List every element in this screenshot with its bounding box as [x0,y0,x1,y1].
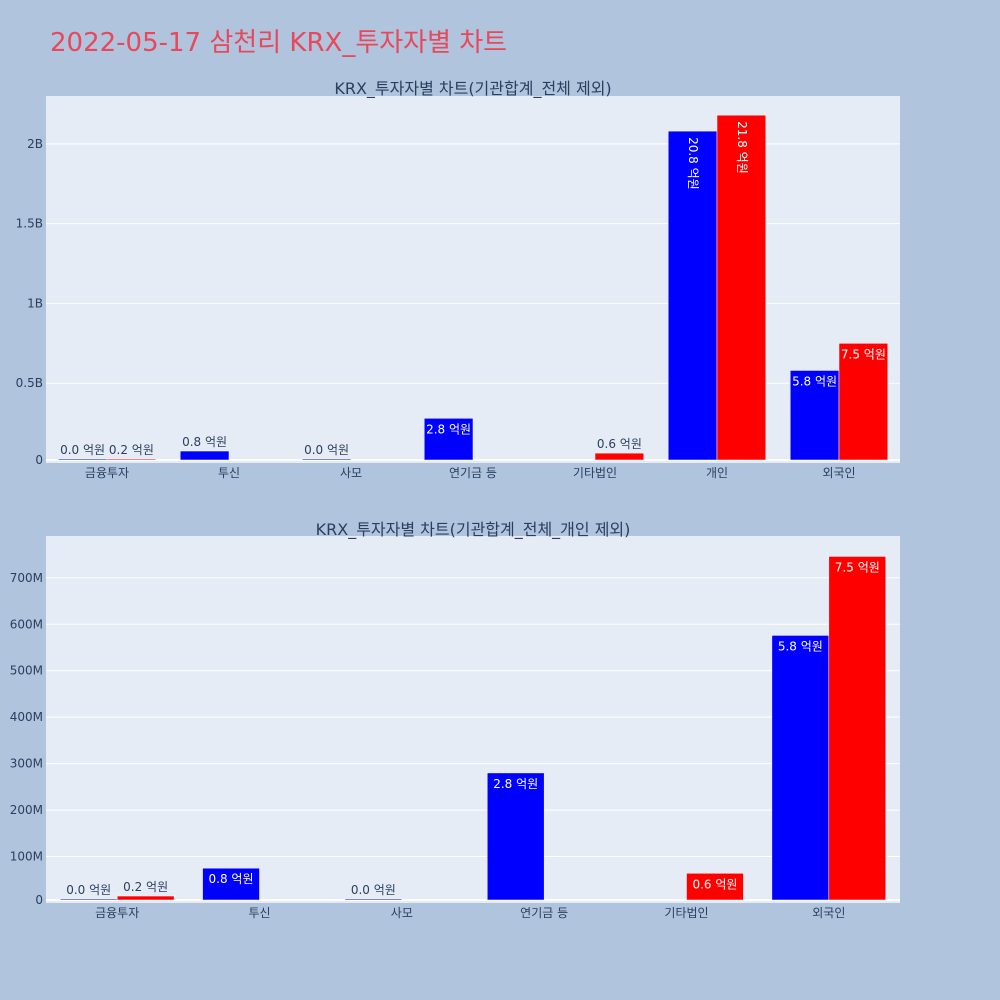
bar [667,130,718,461]
x-tick-label: 기타법인 [664,906,708,920]
y-tick-label: 0 [35,453,43,467]
data-label: 7.5 억원 [835,560,880,574]
data-label: 0.8 억원 [209,872,254,886]
bar [106,458,157,461]
y-tick-label: 100M [10,850,43,864]
x-tick-label: 외국인 [822,466,855,480]
bar [57,458,108,461]
data-label: 5.8 억원 [792,374,837,388]
data-label: 20.8 억원 [686,137,700,190]
bar [486,772,545,901]
plot-area [46,536,900,903]
x-tick-label: 개인 [706,466,728,480]
x-tick-label: 연기금 등 [449,466,497,480]
x-tick-label: 외국인 [812,906,845,920]
data-label: 0.2 억원 [123,880,168,894]
data-label: 0.0 억원 [60,443,105,457]
y-tick-label: 400M [10,710,43,724]
data-label: 0.0 억원 [304,443,349,457]
bar [179,450,230,461]
y-tick-label: 500M [10,664,43,678]
x-tick-label: 금융투자 [95,906,139,920]
chart-excluding-institutions: 0 0.5B 1B 1.5B 2B KRX_투자자별 차트(기관합계_전체 제외) 금융투자… [16,79,900,480]
plot-area [46,96,900,463]
bar [344,898,403,901]
bar [116,895,175,901]
data-label: 2.8 억원 [426,422,471,436]
bar [594,452,645,461]
data-label: 2.8 억원 [493,777,538,791]
bar [202,867,260,901]
data-label: 0.8 억원 [182,435,227,449]
y-tick-label: 1B [27,296,43,310]
x-tick-label: 사모 [391,906,413,920]
x-tick-label: 연기금 등 [520,906,568,920]
y-tick-label: 0 [35,893,43,907]
data-label: 21.8 억원 [735,121,749,174]
y-tick-label: 2B [27,137,43,151]
data-label: 7.5 억원 [841,347,886,361]
y-tick-label: 600M [10,617,43,631]
chart-title: KRX_투자자별 차트(기관합계_전체 제외) [334,79,611,99]
y-tick-label: 200M [10,803,43,817]
data-label: 0.6 억원 [692,877,737,891]
bar [838,343,889,461]
bar [301,458,352,461]
x-tick-label: 기타법인 [573,466,617,480]
bar [423,418,474,461]
data-label: 0.0 억원 [351,883,396,897]
page-title: 2022-05-17 삼천리 KRX_투자자별 차트 [50,28,508,58]
x-tick-label: 사모 [340,466,362,480]
y-tick-label: 1.5B [16,217,43,231]
x-tick-label: 투신 [218,466,240,480]
bar [771,635,830,901]
data-label: 5.8 억원 [778,639,823,653]
x-tick-label: 투신 [248,906,270,920]
bar [686,873,744,901]
bar [59,898,118,901]
data-label: 0.0 억원 [66,883,111,897]
bar [828,556,887,901]
y-tick-label: 700M [10,571,43,585]
y-tick-label: 300M [10,757,43,771]
chart-title: KRX_투자자별 차트(기관합계_전체_개인 제외) [316,520,631,540]
y-tick-label: 0.5B [16,376,43,390]
bar [716,114,767,461]
data-label: 0.6 억원 [597,437,642,451]
chart-excluding-institutions-and-individuals: 0 100M 200M 300M 400M 500M 600M 700M KRX_투자자별 차트… [10,520,900,920]
data-label: 0.2 억원 [109,443,154,457]
x-tick-label: 금융투자 [85,466,129,480]
